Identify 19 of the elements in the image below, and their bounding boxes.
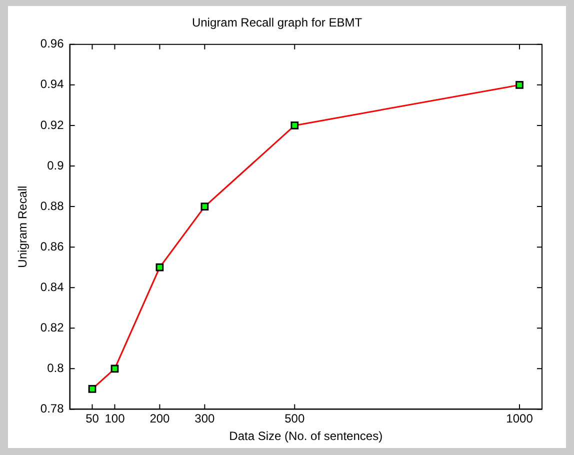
y-tick-label: 0.86 — [40, 239, 64, 254]
x-tick-label: 500 — [284, 412, 305, 426]
x-tick-label: 200 — [150, 412, 170, 426]
y-tick-label: 0.96 — [40, 36, 64, 51]
y-tick-label: 0.8 — [47, 360, 64, 375]
x-tick-label: 100 — [104, 412, 126, 426]
y-tick-label: 0.84 — [40, 280, 64, 294]
y-axis-title: Unigram Recall — [16, 186, 30, 268]
x-tick-label: 50 — [86, 412, 100, 426]
y-tick-label: 0.92 — [40, 118, 64, 132]
x-tick-label: 1000 — [506, 412, 534, 426]
chart-title: Unigram Recall graph for EBMT — [192, 16, 363, 30]
x-axis-title: Data Size (No. of sentences) — [229, 429, 383, 444]
y-tick-label: 0.88 — [40, 198, 64, 213]
y-tick-label: 0.78 — [40, 402, 64, 416]
y-tick-label: 0.94 — [40, 77, 64, 92]
y-tick-label: 0.82 — [40, 320, 64, 334]
x-tick-label: 300 — [194, 412, 216, 426]
y-tick-label: 0.9 — [47, 158, 64, 172]
